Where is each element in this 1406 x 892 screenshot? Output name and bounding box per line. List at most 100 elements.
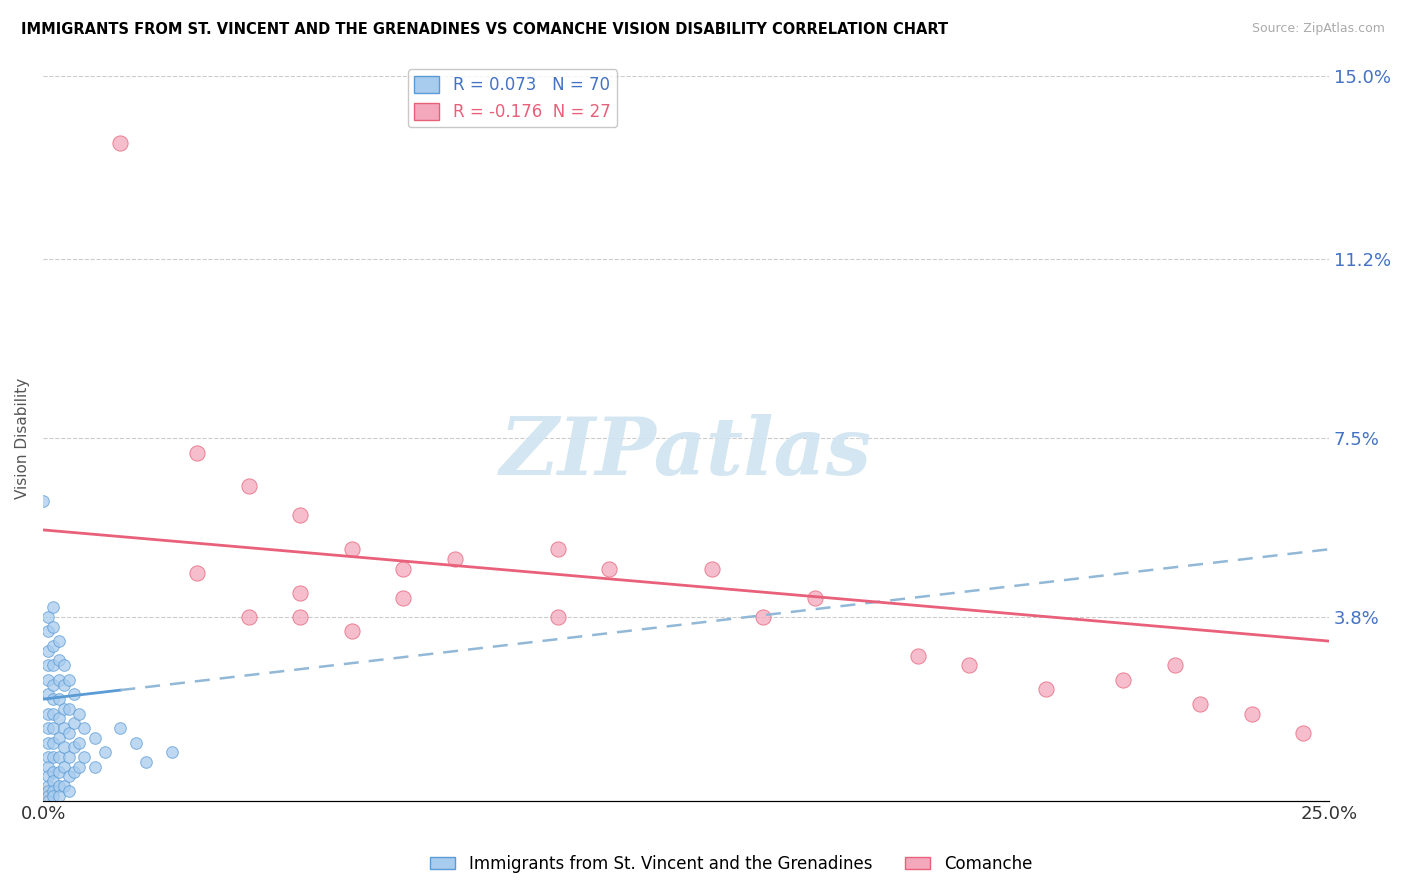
Point <box>290 610 312 624</box>
Point <box>1112 673 1135 687</box>
Point <box>83 760 105 774</box>
Point <box>42 692 65 706</box>
Point <box>48 673 70 687</box>
Point <box>94 745 117 759</box>
Text: IMMIGRANTS FROM ST. VINCENT AND THE GRENADINES VS COMANCHE VISION DISABILITY COR: IMMIGRANTS FROM ST. VINCENT AND THE GREN… <box>21 22 948 37</box>
Point <box>48 692 70 706</box>
Point <box>52 677 75 691</box>
Point <box>238 479 260 493</box>
Point <box>32 494 55 508</box>
Point <box>110 721 132 735</box>
Point <box>290 586 312 600</box>
Point <box>63 764 86 779</box>
Point <box>443 552 465 566</box>
Legend: R = 0.073   N = 70, R = -0.176  N = 27: R = 0.073 N = 70, R = -0.176 N = 27 <box>408 70 617 128</box>
Point <box>58 726 80 740</box>
Point <box>125 736 148 750</box>
Point <box>52 779 75 793</box>
Point <box>37 721 59 735</box>
Point <box>42 619 65 633</box>
Point <box>547 542 569 557</box>
Point <box>58 769 80 783</box>
Point <box>37 658 59 673</box>
Point <box>48 731 70 745</box>
Point <box>48 764 70 779</box>
Point <box>37 760 59 774</box>
Point <box>58 673 80 687</box>
Point <box>392 561 415 575</box>
Point <box>37 644 59 658</box>
Point <box>42 736 65 750</box>
Point <box>63 687 86 701</box>
Point <box>37 624 59 639</box>
Text: Source: ZipAtlas.com: Source: ZipAtlas.com <box>1251 22 1385 36</box>
Point <box>1189 697 1212 711</box>
Point <box>52 658 75 673</box>
Point <box>37 750 59 764</box>
Point <box>48 750 70 764</box>
Point <box>58 702 80 716</box>
Point <box>37 673 59 687</box>
Point <box>52 721 75 735</box>
Y-axis label: Vision Disability: Vision Disability <box>15 377 30 499</box>
Point <box>73 721 96 735</box>
Point <box>52 702 75 716</box>
Point <box>340 542 363 557</box>
Point <box>340 624 363 639</box>
Point <box>238 610 260 624</box>
Point <box>110 136 132 151</box>
Point <box>1240 706 1263 721</box>
Point <box>160 745 183 759</box>
Point <box>957 658 980 673</box>
Point <box>37 706 59 721</box>
Point <box>37 687 59 701</box>
Point <box>42 784 65 798</box>
Point <box>907 648 929 663</box>
Point <box>598 561 620 575</box>
Point <box>37 789 59 803</box>
Point <box>1164 658 1187 673</box>
Point <box>67 706 90 721</box>
Point <box>752 610 775 624</box>
Point <box>186 566 208 581</box>
Point <box>37 779 59 793</box>
Point <box>42 789 65 803</box>
Point <box>803 591 825 605</box>
Point <box>48 779 70 793</box>
Point <box>37 794 59 808</box>
Point <box>186 445 208 459</box>
Point <box>290 508 312 523</box>
Point <box>700 561 723 575</box>
Point <box>48 789 70 803</box>
Point <box>1035 682 1057 697</box>
Point <box>58 784 80 798</box>
Point <box>48 711 70 725</box>
Point <box>42 639 65 653</box>
Point <box>83 731 105 745</box>
Point <box>63 716 86 731</box>
Point <box>42 774 65 789</box>
Point <box>48 634 70 648</box>
Point <box>63 740 86 755</box>
Point <box>42 706 65 721</box>
Point <box>67 736 90 750</box>
Point <box>58 750 80 764</box>
Point <box>42 750 65 764</box>
Point <box>1292 726 1315 740</box>
Point <box>37 610 59 624</box>
Point <box>37 769 59 783</box>
Point <box>42 721 65 735</box>
Point <box>547 610 569 624</box>
Legend: Immigrants from St. Vincent and the Grenadines, Comanche: Immigrants from St. Vincent and the Gren… <box>423 848 1039 880</box>
Point <box>42 677 65 691</box>
Point <box>42 658 65 673</box>
Point <box>67 760 90 774</box>
Point <box>73 750 96 764</box>
Point <box>42 600 65 615</box>
Point <box>37 736 59 750</box>
Point <box>135 755 157 769</box>
Point <box>48 653 70 667</box>
Point <box>42 764 65 779</box>
Point <box>52 740 75 755</box>
Text: ZIPatlas: ZIPatlas <box>501 414 872 491</box>
